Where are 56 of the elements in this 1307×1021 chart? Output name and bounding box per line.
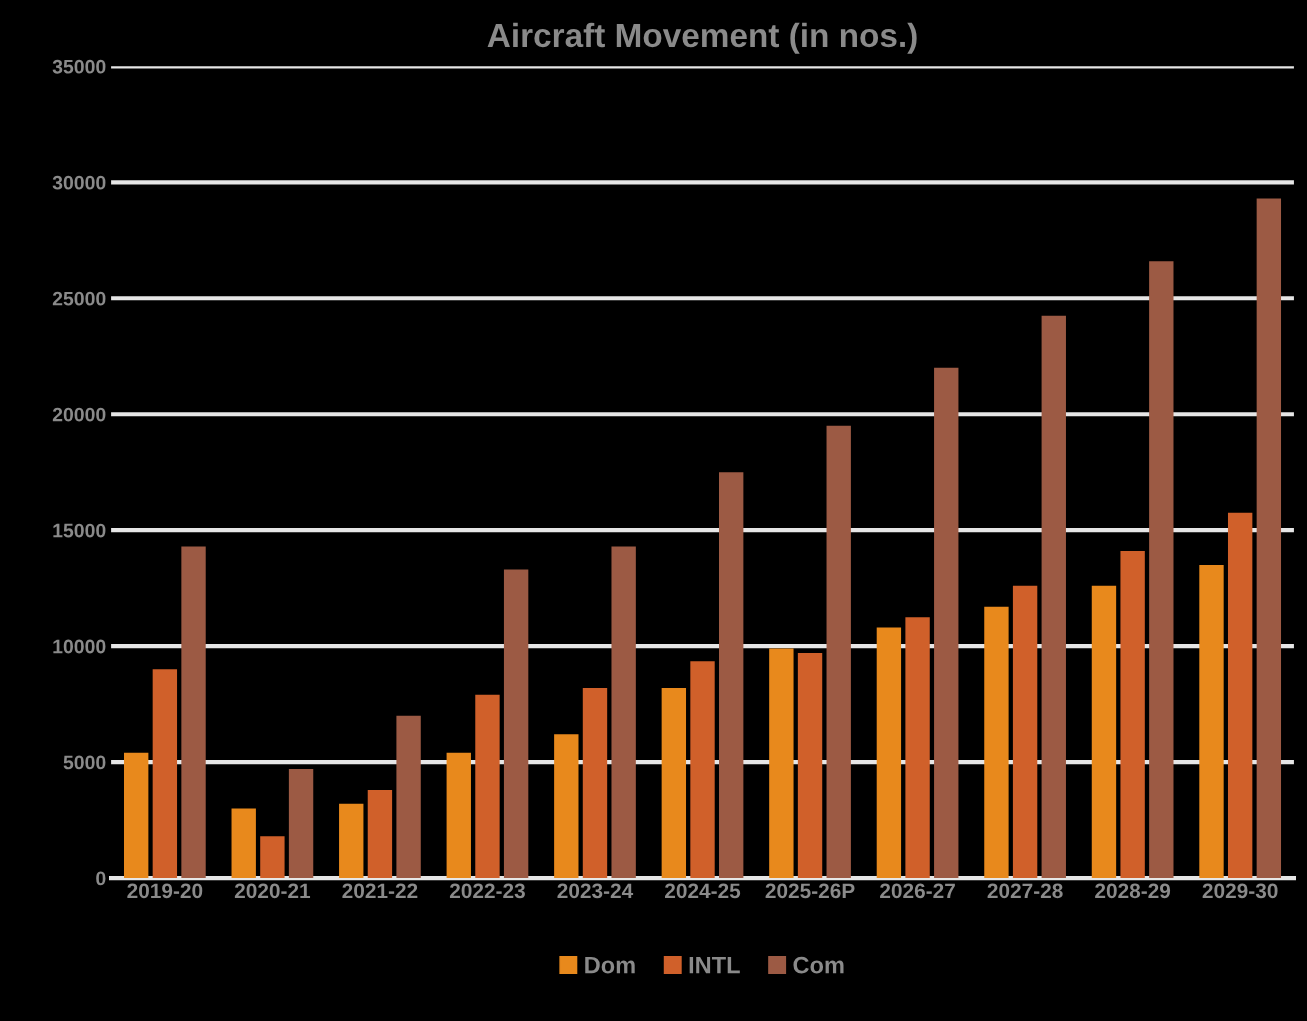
legend-label: Com <box>793 956 844 974</box>
x-tick-label: 2022-23 <box>449 883 525 899</box>
bar <box>260 836 285 879</box>
bar <box>503 569 529 879</box>
x-tick-label: 2026-27 <box>880 883 955 899</box>
bar <box>690 661 715 879</box>
bar <box>554 734 579 879</box>
bar <box>1041 315 1066 879</box>
bar <box>367 789 393 879</box>
y-tick-label: 25000 <box>52 291 106 306</box>
bar <box>339 803 364 879</box>
y-tick-label: 5000 <box>63 755 106 770</box>
bar <box>475 694 500 879</box>
bar <box>661 687 687 879</box>
x-tick-label: 2023-24 <box>557 883 634 899</box>
bar <box>1012 585 1038 879</box>
bar <box>1120 551 1145 879</box>
bar <box>1199 564 1224 879</box>
y-tick-label: 35000 <box>52 59 106 74</box>
bar <box>797 653 823 879</box>
x-tick-label: 2029-30 <box>1202 883 1278 899</box>
x-tick-label: 2028-29 <box>1095 883 1171 899</box>
x-tick-label: 2027-28 <box>987 883 1063 899</box>
y-tick-label: 30000 <box>52 175 106 190</box>
bar <box>1227 512 1253 879</box>
bar <box>231 808 256 879</box>
x-tick-label: 2025-26P <box>765 883 855 899</box>
legend-label: INTL <box>689 957 740 974</box>
chart-title: Aircraft Movement (in nos.) <box>487 22 917 54</box>
bar <box>1091 585 1117 879</box>
bar <box>719 472 744 879</box>
bar <box>1149 261 1174 879</box>
x-tick-label: 2019-20 <box>127 883 203 899</box>
x-tick-label: 2021-22 <box>342 883 418 899</box>
bar <box>582 687 608 879</box>
bar <box>984 606 1009 879</box>
y-tick-label: 10000 <box>53 639 106 654</box>
bar <box>934 367 959 879</box>
y-tick-label: 20000 <box>52 407 106 422</box>
bar <box>826 425 851 879</box>
bar <box>876 627 902 879</box>
x-tick-label: 2024-25 <box>665 883 741 899</box>
bar <box>181 546 206 879</box>
bar <box>446 752 471 879</box>
x-tick-label: 2020-21 <box>234 883 311 899</box>
bar <box>905 617 930 879</box>
y-tick-label: 0 <box>96 871 106 886</box>
bar <box>124 752 149 879</box>
bar <box>396 715 421 879</box>
bar <box>152 669 178 879</box>
legend-label: Dom <box>585 957 635 974</box>
bar <box>288 769 314 879</box>
bar <box>769 648 794 879</box>
y-tick-label: 15000 <box>53 523 106 538</box>
bar <box>1256 198 1282 879</box>
bar <box>611 546 636 879</box>
